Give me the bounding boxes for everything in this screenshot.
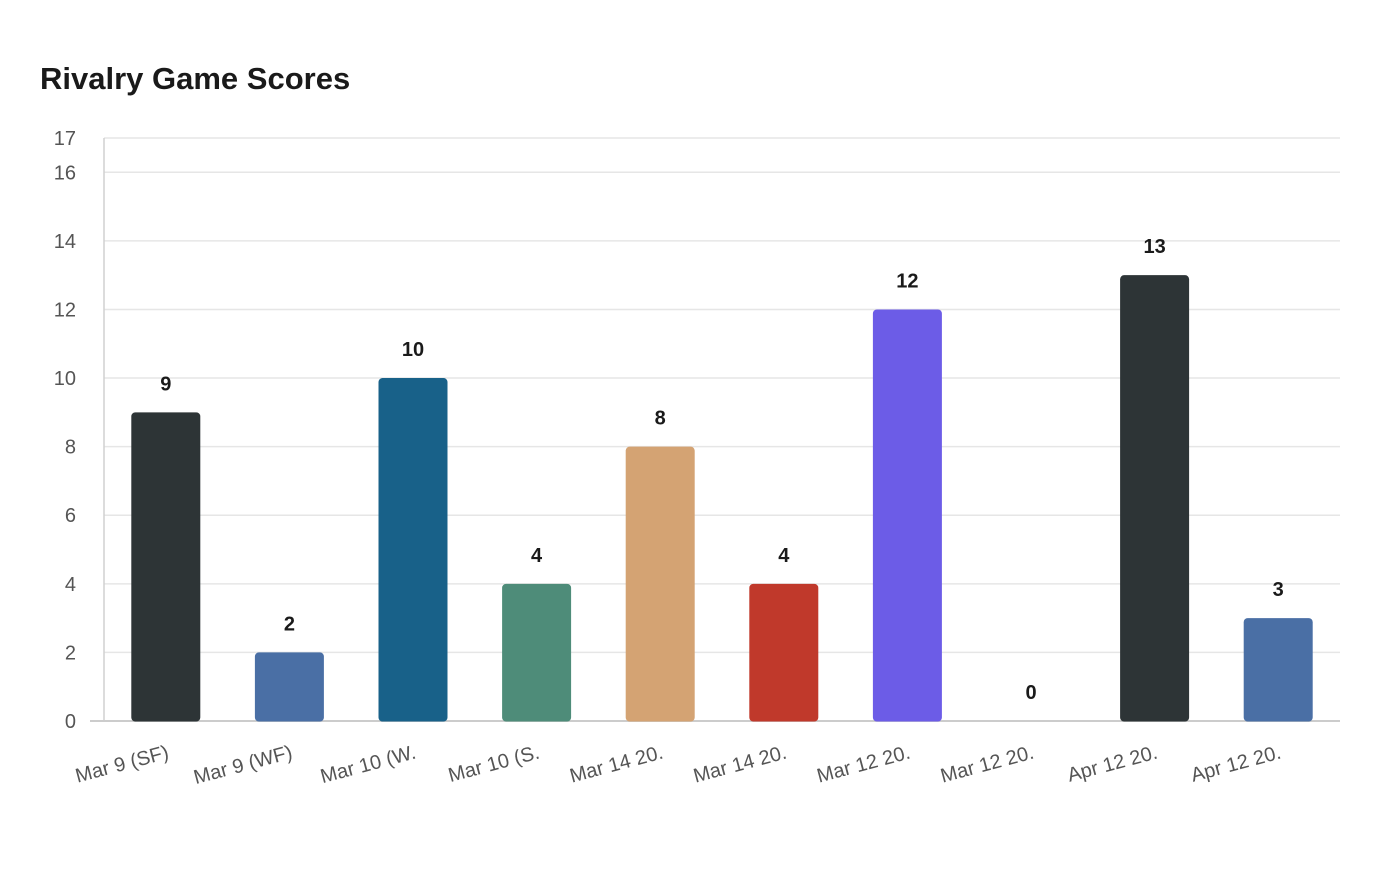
x-tick-label: Mar 9 (SF) (73, 742, 171, 788)
y-tick-label: 8 (65, 437, 76, 459)
chart-title: Rivalry Game Scores (40, 61, 351, 96)
bar (625, 446, 695, 722)
y-tick-label: 0 (65, 711, 76, 733)
y-tick-label: 16 (54, 162, 76, 184)
data-label: 10 (402, 339, 424, 361)
bar (378, 378, 448, 722)
y-tick-label: 4 (65, 574, 76, 596)
x-tick-label: Mar 14 20. (691, 742, 789, 788)
x-tick-label: Mar 10 (W. (318, 742, 418, 789)
bar (254, 652, 324, 722)
y-tick-label: 6 (65, 505, 76, 527)
data-label: 3 (1273, 579, 1284, 601)
y-tick-label: 2 (65, 642, 76, 664)
bar (1243, 618, 1313, 722)
x-tick-label: Apr 12 20. (1065, 742, 1160, 787)
bar (131, 412, 201, 722)
x-tick-label: Mar 9 (WF) (191, 742, 294, 789)
bar (502, 583, 572, 722)
y-tick-label: 12 (54, 299, 76, 321)
x-axis-ticks: Mar 9 (SF) Mar 9 (WF) Mar 10 (W. Mar 10 (S.… (73, 742, 1283, 789)
y-tick-label: 17 (54, 128, 76, 150)
data-label: 2 (284, 613, 295, 635)
data-labels: 9 2 10 4 8 4 12 0 13 3 (160, 236, 1284, 704)
data-label: 8 (655, 408, 666, 430)
x-tick-label: Mar 12 20. (938, 742, 1036, 788)
data-label: 9 (160, 373, 171, 395)
data-label: 0 (1025, 682, 1036, 704)
y-tick-label: 14 (54, 231, 76, 253)
y-axis-ticks: 0 2 4 6 8 10 12 14 16 17 (54, 128, 76, 733)
data-label: 4 (778, 545, 790, 567)
x-tick-label: Mar 12 20. (815, 742, 913, 788)
x-tick-label: Mar 10 (S. (446, 742, 542, 787)
data-label: 13 (1143, 236, 1165, 258)
y-tick-label: 10 (54, 368, 76, 390)
bar (749, 583, 819, 722)
data-label: 4 (531, 545, 543, 567)
x-tick-label: Apr 12 20. (1189, 742, 1284, 787)
bars (131, 275, 1313, 722)
bar (1120, 275, 1190, 722)
bar (872, 309, 942, 722)
data-label: 12 (896, 270, 918, 292)
x-tick-label: Mar 14 20. (567, 742, 665, 788)
